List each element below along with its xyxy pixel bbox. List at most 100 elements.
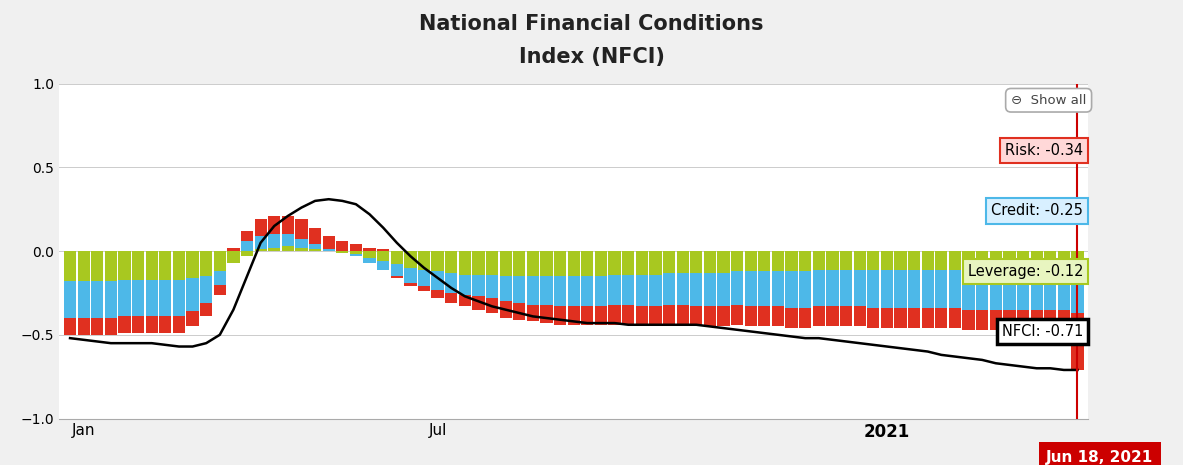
- Bar: [799, 271, 812, 308]
- Bar: [214, 271, 226, 285]
- Bar: [432, 271, 444, 290]
- Bar: [363, 251, 376, 258]
- Bar: [635, 274, 648, 306]
- Bar: [472, 251, 485, 274]
- Bar: [459, 274, 471, 295]
- Bar: [64, 318, 76, 335]
- Bar: [922, 251, 933, 270]
- Bar: [418, 286, 431, 291]
- Bar: [690, 306, 703, 326]
- Bar: [1045, 251, 1056, 270]
- Bar: [78, 251, 90, 281]
- Bar: [132, 279, 144, 316]
- Bar: [771, 271, 784, 306]
- Bar: [990, 310, 1002, 330]
- Bar: [1058, 310, 1069, 330]
- Bar: [432, 290, 444, 298]
- Bar: [622, 274, 634, 305]
- Bar: [363, 248, 376, 251]
- Bar: [526, 251, 539, 276]
- Bar: [840, 270, 852, 306]
- Bar: [241, 241, 253, 251]
- Bar: [513, 303, 525, 320]
- Bar: [472, 296, 485, 310]
- Bar: [853, 270, 866, 306]
- Bar: [867, 270, 879, 308]
- Bar: [187, 278, 199, 312]
- Bar: [826, 306, 839, 326]
- Bar: [677, 251, 689, 273]
- Bar: [418, 270, 431, 286]
- Bar: [200, 251, 212, 276]
- Bar: [64, 251, 76, 281]
- Bar: [813, 270, 825, 306]
- Bar: [187, 312, 199, 326]
- Bar: [91, 281, 103, 318]
- Bar: [227, 248, 239, 251]
- Text: Jun 18, 2021: Jun 18, 2021: [1046, 450, 1153, 465]
- Bar: [608, 274, 621, 305]
- Bar: [336, 241, 349, 251]
- Bar: [472, 274, 485, 296]
- Bar: [717, 251, 730, 273]
- Bar: [635, 306, 648, 326]
- Bar: [377, 251, 389, 261]
- Bar: [323, 236, 335, 249]
- Bar: [432, 251, 444, 271]
- Bar: [146, 279, 157, 316]
- Bar: [445, 251, 458, 273]
- Bar: [241, 231, 253, 241]
- Bar: [105, 281, 117, 318]
- Bar: [254, 219, 266, 236]
- Bar: [499, 276, 512, 301]
- Bar: [963, 270, 975, 310]
- Text: ⊖  Show all: ⊖ Show all: [1011, 94, 1086, 107]
- Bar: [91, 318, 103, 335]
- Bar: [282, 234, 295, 246]
- Bar: [909, 308, 920, 328]
- Bar: [949, 308, 961, 328]
- Bar: [118, 251, 130, 279]
- Bar: [1072, 271, 1084, 313]
- Bar: [377, 249, 389, 251]
- Bar: [513, 251, 525, 276]
- Bar: [799, 308, 812, 328]
- Bar: [541, 276, 552, 305]
- Bar: [936, 270, 948, 308]
- Bar: [296, 239, 308, 248]
- Bar: [118, 316, 130, 333]
- Bar: [677, 305, 689, 325]
- Bar: [350, 254, 362, 256]
- Bar: [160, 316, 172, 333]
- Bar: [704, 251, 716, 273]
- Bar: [894, 308, 906, 328]
- Bar: [909, 270, 920, 308]
- Text: Index (NFCI): Index (NFCI): [518, 46, 665, 66]
- Bar: [78, 318, 90, 335]
- Bar: [1058, 251, 1069, 270]
- Bar: [350, 245, 362, 251]
- Bar: [296, 248, 308, 251]
- Bar: [758, 306, 770, 326]
- Bar: [309, 249, 322, 251]
- Bar: [1030, 310, 1042, 330]
- Bar: [554, 251, 567, 276]
- Bar: [200, 276, 212, 303]
- Bar: [786, 308, 797, 328]
- Bar: [881, 270, 893, 308]
- Bar: [744, 251, 757, 271]
- Bar: [1045, 270, 1056, 310]
- Bar: [513, 276, 525, 303]
- Bar: [146, 316, 157, 333]
- Bar: [963, 251, 975, 270]
- Bar: [949, 270, 961, 308]
- Bar: [377, 261, 389, 270]
- Bar: [486, 274, 498, 298]
- Bar: [894, 270, 906, 308]
- Bar: [595, 276, 607, 306]
- Bar: [64, 281, 76, 318]
- Bar: [608, 305, 621, 325]
- Bar: [922, 270, 933, 308]
- Bar: [418, 251, 431, 270]
- Bar: [595, 251, 607, 276]
